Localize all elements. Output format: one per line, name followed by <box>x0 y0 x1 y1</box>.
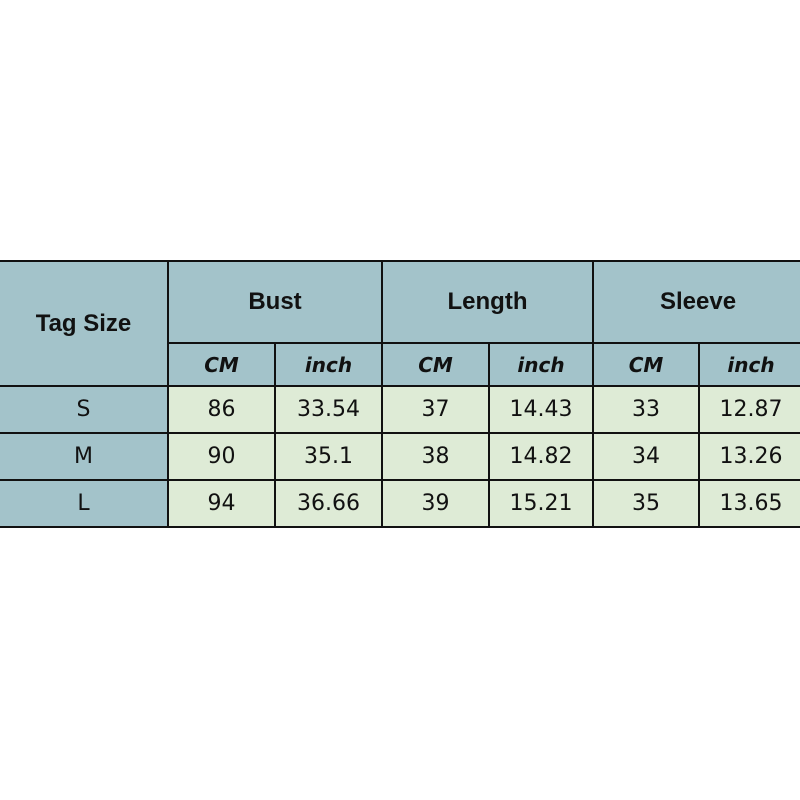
unit-header: CM <box>381 342 490 387</box>
value-cell: 35.1 <box>274 432 383 481</box>
size-chart-table: Tag Size Bust Length Sleeve CM inch CM i… <box>0 260 800 528</box>
value-cell: 13.26 <box>698 432 800 481</box>
value-cell: 15.21 <box>487 479 595 528</box>
unit-header: inch <box>698 342 800 387</box>
unit-header: CM <box>592 342 701 387</box>
unit-header: inch <box>487 342 595 387</box>
unit-header: CM <box>167 342 276 387</box>
value-cell: 14.82 <box>487 432 595 481</box>
value-cell: 35 <box>592 479 701 528</box>
value-cell: 94 <box>167 479 276 528</box>
bust-header: Bust <box>167 260 383 344</box>
value-cell: 13.65 <box>698 479 800 528</box>
value-cell: 37 <box>381 385 490 434</box>
size-cell: S <box>0 385 169 434</box>
tag-size-header: Tag Size <box>0 260 169 387</box>
value-cell: 33.54 <box>274 385 383 434</box>
table-row: M 90 35.1 38 14.82 34 13.26 <box>0 432 800 481</box>
value-cell: 90 <box>167 432 276 481</box>
value-cell: 36.66 <box>274 479 383 528</box>
sleeve-header: Sleeve <box>592 260 800 344</box>
value-cell: 12.87 <box>698 385 800 434</box>
value-cell: 39 <box>381 479 490 528</box>
value-cell: 14.43 <box>487 385 595 434</box>
size-cell: M <box>0 432 169 481</box>
value-cell: 38 <box>381 432 490 481</box>
table-row: S 86 33.54 37 14.43 33 12.87 <box>0 385 800 434</box>
unit-header: inch <box>274 342 383 387</box>
value-cell: 86 <box>167 385 276 434</box>
length-header: Length <box>380 260 595 344</box>
size-cell: L <box>0 479 169 528</box>
table-row: L 94 36.66 39 15.21 35 13.65 <box>0 479 800 528</box>
value-cell: 33 <box>592 385 701 434</box>
value-cell: 34 <box>592 432 701 481</box>
